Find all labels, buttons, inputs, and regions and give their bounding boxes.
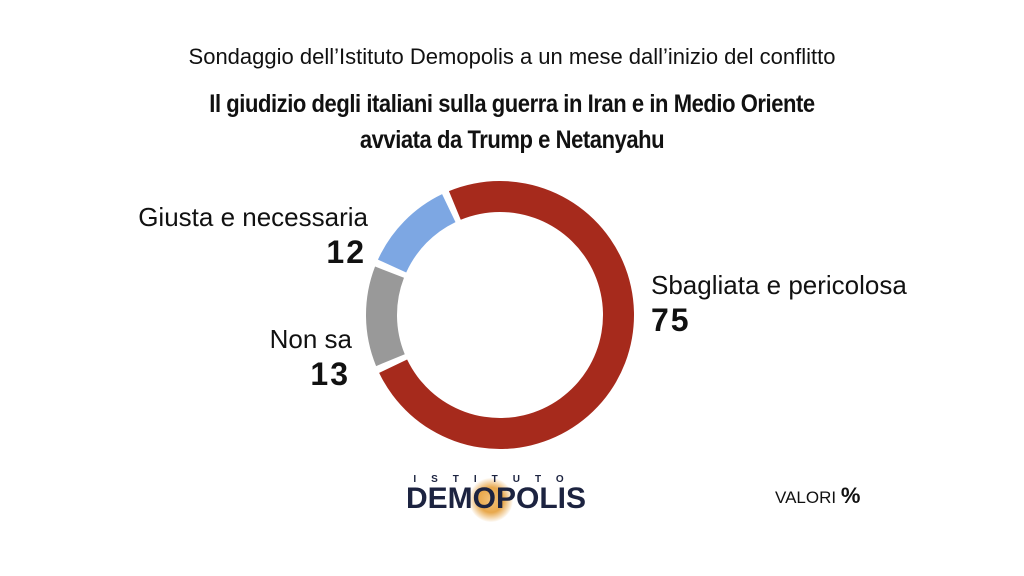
title-line-2: avviata da Trump e Netanyahu [359, 126, 665, 154]
logo-main-text: DEMOPOLIS [405, 482, 586, 515]
slice-value-sbagliata: 75 [651, 302, 691, 338]
values-note: VALORI % [775, 483, 860, 509]
logo-glow [469, 478, 513, 522]
logo-top-text: ISTITUTO [413, 474, 579, 485]
slice-non-sa [366, 266, 405, 367]
values-note-label: VALORI [775, 488, 837, 507]
slice-value-non-sa: 13 [310, 356, 350, 392]
slice-giusta [377, 194, 456, 273]
slice-label-giusta: Giusta e necessaria [138, 202, 368, 232]
slice-value-giusta: 12 [326, 234, 366, 270]
demopolis-logo: ISTITUTO DEMOPOLIS [376, 474, 616, 522]
title-line-1: Il giudizio degli italiani sulla guerra … [209, 90, 815, 118]
chart-title: Il giudizio degli italiani sulla guerra … [61, 86, 962, 158]
values-note-unit: % [840, 483, 861, 508]
chart-subtitle: Sondaggio dell’Istituto Demopolis a un m… [188, 44, 836, 69]
slice-label-sbagliata: Sbagliata e pericolosa [651, 270, 907, 300]
slice-label-non-sa: Non sa [269, 324, 352, 354]
